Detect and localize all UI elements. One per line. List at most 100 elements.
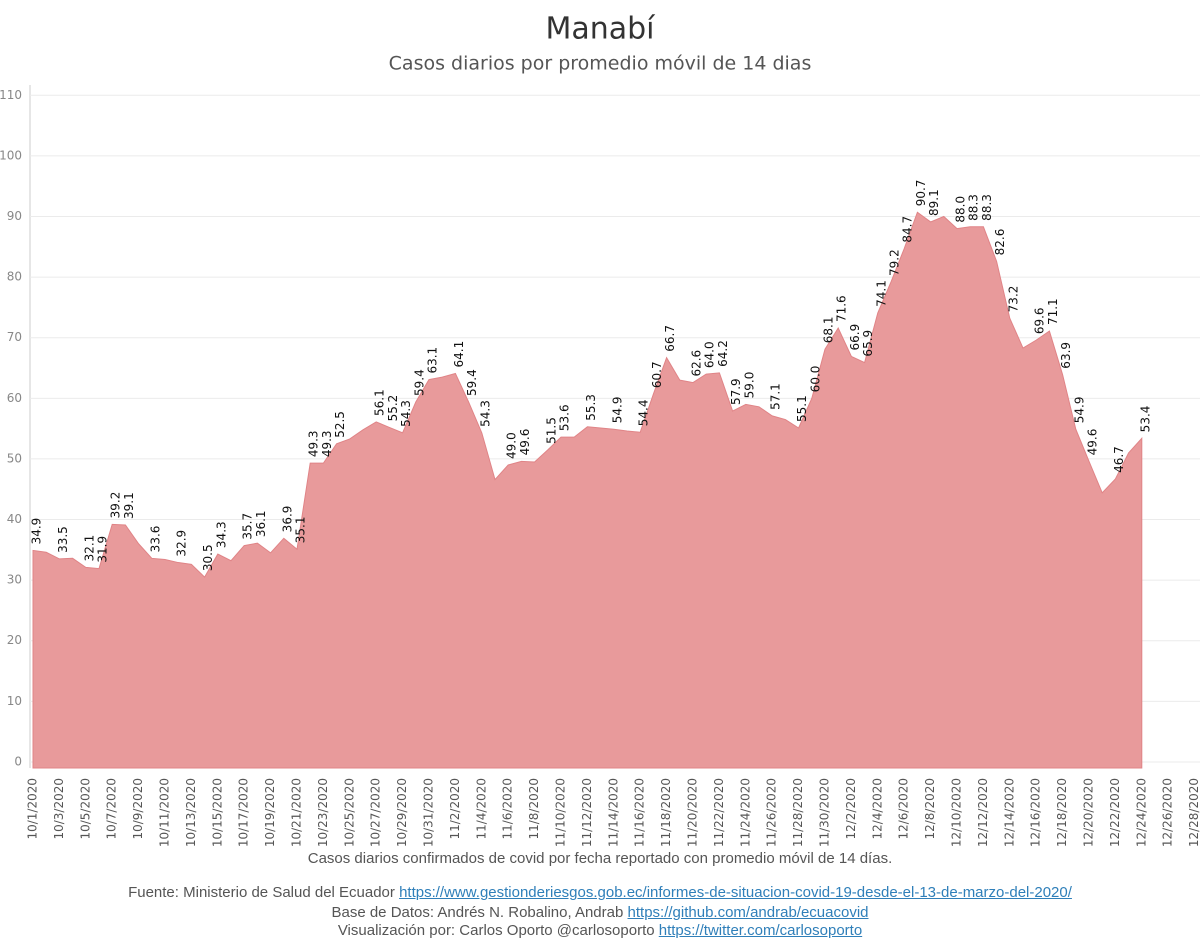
data-label: 74.1 [874,280,888,307]
source-link[interactable]: https://www.gestionderiesgos.gob.ec/info… [399,884,1072,901]
data-label: 79.2 [888,249,902,276]
data-label: 54.9 [610,397,624,424]
data-label: 49.0 [505,432,519,459]
x-tick-label: 10/1/2020 [26,778,40,840]
x-tick-label: 11/2/2020 [448,778,462,840]
x-tick-label: 11/18/2020 [659,778,673,847]
x-tick-label: 12/28/2020 [1187,778,1200,847]
data-label: 54.3 [478,400,492,427]
x-axis-title: Casos diarios confirmados de covid por f… [307,850,893,867]
data-label: 84.7 [901,216,915,243]
data-label: 54.3 [399,400,413,427]
data-label: 54.9 [1072,397,1086,424]
x-tick-label: 10/31/2020 [422,778,436,847]
x-tick-label: 12/24/2020 [1134,778,1148,847]
data-label: 55.1 [795,395,809,422]
chart-subtitle: Casos diarios por promedio móvil de 14 d… [389,53,812,75]
viz-line: Visualización por: Carlos Oporto @carlos… [0,922,1200,939]
x-tick-label: 10/5/2020 [78,778,92,840]
x-tick-label: 12/26/2020 [1161,778,1175,847]
x-tick-label: 11/22/2020 [712,778,726,847]
data-label: 32.9 [175,530,189,557]
x-tick-label: 10/25/2020 [342,778,356,847]
y-tick-label: 40 [7,512,22,526]
data-label: 57.9 [729,378,743,405]
viz-text: Visualización por: Carlos Oporto @carlos… [337,922,655,939]
chart-title: Manabí [545,12,656,47]
data-label: 49.3 [307,430,321,457]
x-tick-label: 10/7/2020 [105,778,119,840]
data-label: 73.2 [1006,286,1020,313]
data-text: Base de Datos: Andrés N. Robalino, Andra… [331,904,624,921]
data-label: 36.1 [254,510,268,537]
x-tick-label: 11/26/2020 [765,778,779,847]
data-label: 71.6 [835,295,849,322]
data-label: 57.1 [769,383,783,410]
viz-link[interactable]: https://twitter.com/carlosoporto [658,922,863,939]
data-label: 52.5 [333,411,347,438]
x-tick-label: 10/11/2020 [158,778,172,847]
data-label: 59.4 [412,369,426,396]
data-label: 82.6 [993,229,1007,256]
x-tick-label: 11/16/2020 [633,778,647,847]
data-link[interactable]: https://github.com/andrab/ecuacovid [627,904,869,921]
data-label: 49.6 [1086,429,1100,456]
x-tick-label: 10/29/2020 [395,778,409,847]
data-label: 88.3 [967,194,981,221]
data-label: 69.6 [1033,307,1047,334]
data-label: 66.7 [663,325,677,352]
x-tick-label: 12/2/2020 [844,778,858,840]
data-label: 33.6 [148,526,162,553]
x-tick-label: 11/30/2020 [818,778,832,847]
x-tick-label: 10/21/2020 [290,778,304,847]
data-label: 39.2 [109,492,123,519]
y-tick-label: 20 [7,633,22,647]
data-line: Base de Datos: Andrés N. Robalino, Andra… [0,904,1200,921]
x-tick-label: 12/8/2020 [923,778,937,840]
data-label: 64.2 [716,340,730,367]
x-tick-label: 10/3/2020 [52,778,66,840]
x-tick-label: 10/27/2020 [369,778,383,847]
x-tick-label: 11/14/2020 [606,778,620,847]
data-label: 56.1 [373,389,387,416]
x-tick-label: 10/19/2020 [263,778,277,847]
x-tick-label: 12/18/2020 [1055,778,1069,847]
data-label: 60.0 [808,366,822,393]
x-tick-label: 11/28/2020 [791,778,805,847]
data-label: 63.1 [426,347,440,374]
x-tick-label: 12/12/2020 [976,778,990,847]
y-tick-label: 60 [7,391,22,405]
source-line: Fuente: Ministerio de Salud del Ecuador … [0,884,1200,901]
data-label: 54.4 [637,400,651,427]
y-tick-label: 0 [14,754,22,768]
x-tick-label: 10/17/2020 [237,778,251,847]
data-label: 62.6 [690,350,704,377]
chart: Manabí Casos diarios por promedio móvil … [0,12,1200,847]
y-tick-label: 30 [7,573,22,587]
x-tick-label: 11/8/2020 [527,778,541,840]
x-tick-label: 11/24/2020 [738,778,752,847]
data-label: 55.3 [584,394,598,421]
y-tick-label: 10 [7,694,22,708]
x-tick-label: 12/6/2020 [897,778,911,840]
data-label: 35.1 [294,517,308,544]
y-tick-label: 50 [7,451,22,465]
y-tick-label: 110 [0,88,22,102]
x-tick-label: 11/20/2020 [686,778,700,847]
x-tick-label: 12/14/2020 [1002,778,1016,847]
data-label: 90.7 [914,180,928,207]
data-label: 33.5 [56,526,70,553]
data-label: 31.9 [96,536,110,563]
data-label: 46.7 [1112,446,1126,473]
data-label: 64.1 [452,341,466,368]
data-label: 59.4 [465,369,479,396]
data-label: 32.1 [82,535,96,562]
x-tick-label: 12/20/2020 [1082,778,1096,847]
x-tick-label: 10/13/2020 [184,778,198,847]
data-label: 68.1 [822,317,836,344]
data-label: 34.9 [30,518,44,545]
x-tick-label: 10/9/2020 [131,778,145,840]
data-label: 36.9 [280,506,294,533]
data-label: 60.7 [650,361,664,388]
